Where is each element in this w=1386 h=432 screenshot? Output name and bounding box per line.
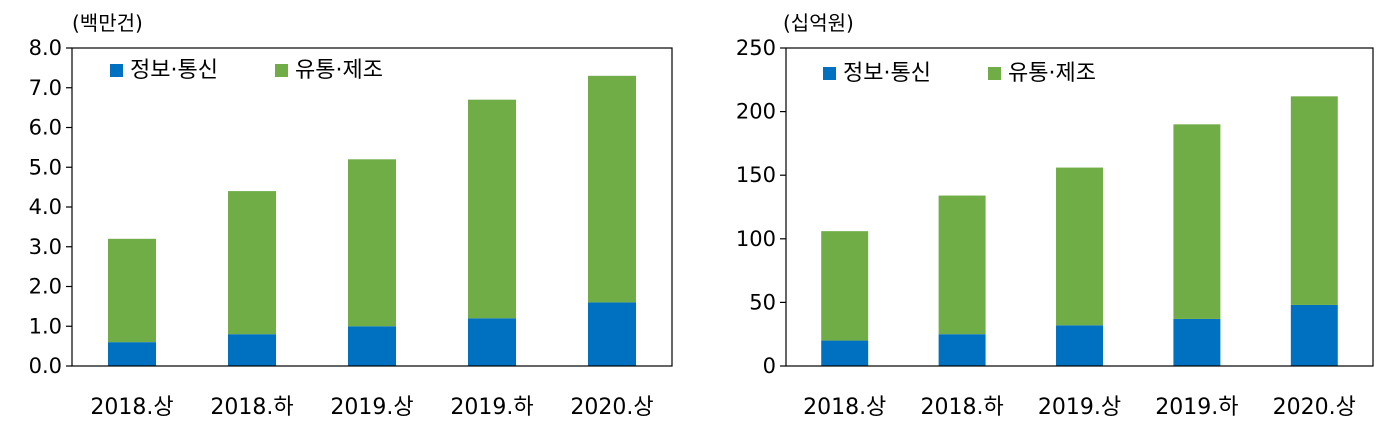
unit-label: (백만건) xyxy=(72,11,143,35)
bar-retail-mfg-4 xyxy=(588,75,636,303)
x-tick-label: 2019.하 xyxy=(450,395,533,420)
x-tick-label: 2018.하 xyxy=(210,395,293,420)
unit-label: (십억원) xyxy=(783,11,854,35)
bar-info-comm-3 xyxy=(468,318,516,366)
bar-retail-mfg-1 xyxy=(228,191,276,335)
chart-right-svg: (십억원) 0 50 100 150 200 250 2018.상 2018.하 2019.상… xyxy=(736,11,1374,420)
bar-info-comm-1 xyxy=(938,334,986,366)
x-tick-label: 2020.상 xyxy=(1273,395,1356,420)
y-tick-label: 150 xyxy=(736,163,776,187)
y-tick-label: 5.0 xyxy=(29,155,62,179)
legend-swatch-retail-mfg xyxy=(988,67,1001,80)
legend-swatch-info-comm xyxy=(823,67,836,80)
y-tick-label: 0.0 xyxy=(29,354,62,378)
bar-info-comm-4 xyxy=(588,302,636,366)
bar-info-comm-0 xyxy=(108,342,156,366)
bar-retail-mfg-2 xyxy=(1056,167,1103,326)
legend-swatch-info-comm xyxy=(110,64,123,77)
y-axis-ticks: 0 50 100 150 200 250 xyxy=(736,36,786,378)
bar-info-comm-2 xyxy=(1056,325,1103,366)
x-tick-label: 2018.상 xyxy=(803,395,886,420)
bars xyxy=(821,96,1338,366)
x-tick-label: 2020.상 xyxy=(570,395,653,420)
legend: 정보·통신 유통·제조 xyxy=(110,58,383,83)
legend-label-info-comm: 정보·통신 xyxy=(130,58,218,83)
bar-info-comm-4 xyxy=(1290,304,1338,366)
bar-info-comm-3 xyxy=(1173,318,1221,366)
y-tick-label: 6.0 xyxy=(29,116,62,140)
chart-left-svg: (백만건) 0.0 1.0 2.0 3.0 4.0 5.0 6.0 7.0 8.0 2018.상… xyxy=(29,11,673,420)
legend-swatch-retail-mfg xyxy=(275,64,288,77)
bar-retail-mfg-3 xyxy=(468,99,516,319)
bar-retail-mfg-0 xyxy=(108,238,156,343)
bar-retail-mfg-2 xyxy=(348,159,396,327)
x-tick-label: 2019.하 xyxy=(1155,395,1238,420)
x-tick-label: 2018.상 xyxy=(90,395,173,420)
y-axis-ticks: 0.0 1.0 2.0 3.0 4.0 5.0 6.0 7.0 8.0 xyxy=(29,36,72,378)
bar-retail-mfg-3 xyxy=(1173,124,1221,319)
y-tick-label: 4.0 xyxy=(29,195,62,219)
x-tick-label: 2019.상 xyxy=(330,395,413,420)
x-tick-label: 2019.상 xyxy=(1038,395,1121,420)
y-tick-label: 8.0 xyxy=(29,36,62,60)
bar-retail-mfg-0 xyxy=(821,231,869,341)
y-tick-label: 2.0 xyxy=(29,275,62,299)
y-tick-label: 100 xyxy=(736,227,776,251)
legend: 정보·통신 유통·제조 xyxy=(823,61,1096,86)
legend-label-info-comm: 정보·통신 xyxy=(843,61,931,86)
plot-frame xyxy=(71,47,673,367)
plot-frame xyxy=(785,47,1374,367)
bar-info-comm-2 xyxy=(348,326,396,366)
x-tick-label: 2018.하 xyxy=(920,395,1003,420)
x-axis-ticks: 2018.상 2018.하 2019.상 2019.하 2020.상 xyxy=(803,395,1356,420)
y-tick-label: 3.0 xyxy=(29,235,62,259)
y-tick-label: 50 xyxy=(749,290,776,314)
y-tick-label: 250 xyxy=(736,36,776,60)
y-tick-label: 1.0 xyxy=(29,314,62,338)
bar-info-comm-0 xyxy=(821,340,869,366)
bar-retail-mfg-1 xyxy=(938,195,986,335)
bars xyxy=(108,75,636,366)
y-tick-label: 0 xyxy=(763,354,776,378)
y-tick-label: 200 xyxy=(736,100,776,124)
y-tick-label: 7.0 xyxy=(29,76,62,100)
bar-retail-mfg-4 xyxy=(1290,96,1338,305)
legend-label-retail-mfg: 유통·제조 xyxy=(295,58,383,83)
x-axis-ticks: 2018.상 2018.하 2019.상 2019.하 2020.상 xyxy=(90,395,653,420)
bar-info-comm-1 xyxy=(228,334,276,366)
legend-label-retail-mfg: 유통·제조 xyxy=(1008,61,1096,86)
